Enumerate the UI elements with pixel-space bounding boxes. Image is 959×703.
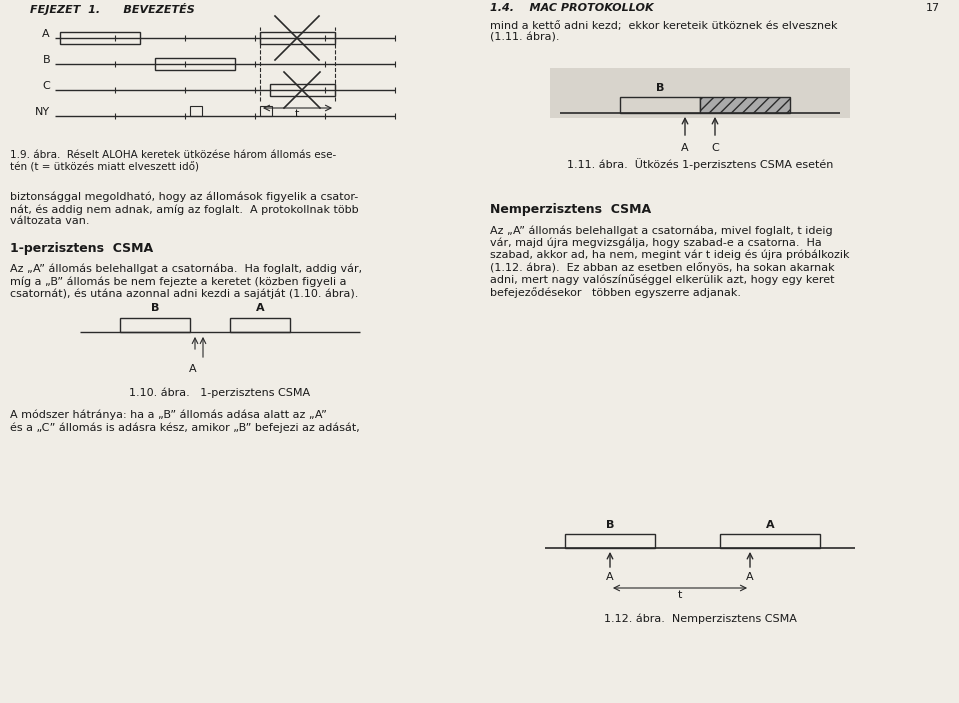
- Text: A: A: [681, 143, 689, 153]
- Text: A: A: [746, 572, 754, 582]
- Bar: [120, 318, 190, 332]
- Bar: [230, 318, 290, 332]
- Text: C: C: [712, 143, 719, 153]
- Bar: [565, 534, 655, 548]
- Bar: [700, 97, 790, 113]
- Text: NY: NY: [35, 107, 50, 117]
- Text: 1.9. ábra.  Réselt ALOHA keretek ütközése három állomás ese-
tén (t = ütközés mi: 1.9. ábra. Réselt ALOHA keretek ütközése…: [10, 150, 337, 172]
- Text: 1.10. ábra.   1-perzisztens CSMA: 1.10. ábra. 1-perzisztens CSMA: [129, 387, 311, 397]
- Text: 1.11. ábra.  Ütközés 1-perzisztens CSMA esetén: 1.11. ábra. Ütközés 1-perzisztens CSMA e…: [567, 158, 833, 170]
- Text: C: C: [42, 81, 50, 91]
- Text: B: B: [42, 55, 50, 65]
- Bar: [60, 32, 140, 44]
- Text: 1.12. ábra.  Nemperzisztens CSMA: 1.12. ábra. Nemperzisztens CSMA: [603, 613, 796, 624]
- Text: Az „A” állomás belehallgat a csatornába.  Ha foglalt, addig vár,
míg a „B” állom: Az „A” állomás belehallgat a csatornába.…: [10, 264, 363, 299]
- Text: Az „A” állomás belehallgat a csatornába, mivel foglalt, t ideig
vár, majd újra m: Az „A” állomás belehallgat a csatornába,…: [490, 225, 850, 298]
- Bar: [260, 106, 272, 116]
- Text: t: t: [294, 109, 299, 119]
- Bar: [620, 97, 700, 113]
- Bar: [260, 32, 335, 44]
- Text: FEJEZET  1.      BEVEZETÉS: FEJEZET 1. BEVEZETÉS: [30, 3, 195, 15]
- Bar: [270, 84, 335, 96]
- Bar: [720, 534, 820, 548]
- Text: A módszer hátránya: ha a „B” állomás adása alatt az „A”
és a „C” állomás is adás: A módszer hátránya: ha a „B” állomás adá…: [10, 410, 360, 433]
- Text: 17: 17: [925, 3, 940, 13]
- Bar: [155, 58, 235, 70]
- Text: A: A: [606, 572, 614, 582]
- Text: B: B: [606, 520, 614, 530]
- Text: B: B: [151, 303, 159, 313]
- Bar: [190, 106, 202, 116]
- Text: Nemperzisztens  CSMA: Nemperzisztens CSMA: [490, 203, 651, 216]
- Text: A: A: [189, 364, 197, 374]
- Text: A: A: [256, 303, 265, 313]
- Text: 1-perzisztens  CSMA: 1-perzisztens CSMA: [10, 242, 153, 255]
- Text: 1.4.    MAC PROTOKOLLOK: 1.4. MAC PROTOKOLLOK: [490, 3, 654, 13]
- Text: t: t: [678, 590, 682, 600]
- Text: A: A: [765, 520, 774, 530]
- Text: A: A: [42, 29, 50, 39]
- Text: biztonsággal megoldható, hogy az állomások figyelik a csator-
nát, és addig nem : biztonsággal megoldható, hogy az állomás…: [10, 192, 359, 226]
- Text: mind a kettő adni kezd;  ekkor kereteik ütköznek és elvesznek
(1.11. ábra).: mind a kettő adni kezd; ekkor kereteik ü…: [490, 21, 837, 43]
- Bar: [550, 68, 850, 118]
- Text: B: B: [656, 83, 665, 93]
